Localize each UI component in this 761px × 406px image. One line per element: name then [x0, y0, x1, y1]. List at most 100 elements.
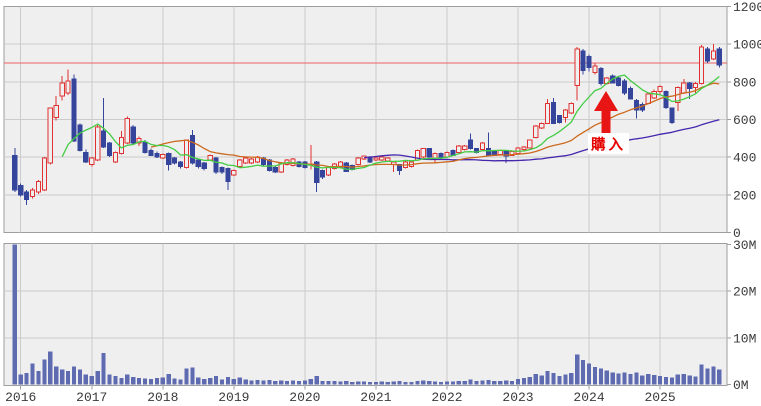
candle-body — [106, 142, 113, 156]
candle-body — [243, 157, 249, 164]
candle-body — [237, 159, 243, 168]
candle-body — [183, 139, 190, 169]
volume-bar — [415, 380, 420, 385]
volume-bar — [509, 380, 515, 385]
candle-body — [468, 139, 474, 150]
volume-bar — [462, 381, 467, 385]
volume-bar — [646, 374, 651, 385]
candle-body — [456, 145, 462, 153]
volume-bar — [391, 381, 396, 385]
candle-body — [621, 80, 628, 94]
volume-axis-labels: 0M 10M 20M 30M — [727, 238, 756, 393]
volume-tick-label: 10M — [733, 331, 756, 346]
candle-body — [693, 83, 699, 88]
volume-bar — [71, 366, 77, 385]
volume-bar — [213, 376, 219, 385]
candle-body — [598, 68, 604, 85]
candle-body — [586, 55, 592, 69]
price-tick-label: 600 — [733, 113, 756, 128]
volume-tick-label: 30M — [733, 238, 756, 253]
candle-body — [325, 167, 332, 176]
volume-bar — [148, 378, 154, 385]
volume-bar — [581, 360, 586, 385]
volume-bar — [249, 380, 254, 385]
price-axis-labels: 0 200 400 600 800 1000 1200 — [727, 0, 761, 241]
volume-bar — [350, 382, 355, 385]
volume-bar — [166, 374, 171, 385]
candle-body — [41, 157, 47, 191]
candle-body — [426, 148, 432, 158]
volume-bar — [669, 377, 675, 385]
candle-body — [35, 181, 42, 193]
volume-bar — [18, 374, 23, 385]
year-label: 2025 — [644, 390, 675, 405]
candle-body — [479, 142, 486, 151]
candle-body — [485, 148, 491, 156]
volume-bar — [397, 381, 402, 385]
volume-bar — [12, 244, 17, 385]
volume-bar — [326, 381, 331, 385]
volume-bar — [498, 380, 503, 385]
volume-bar — [60, 369, 65, 385]
candle-body — [320, 169, 326, 178]
volume-bar — [545, 370, 550, 385]
year-label: 2024 — [573, 390, 604, 405]
candle-body — [53, 104, 59, 119]
price-tick-label: 1000 — [733, 38, 761, 53]
volume-bar — [202, 378, 207, 385]
candle-body — [379, 156, 385, 161]
candle-body — [272, 167, 278, 173]
candle-body — [195, 159, 201, 168]
volume-bar — [717, 369, 722, 385]
candle-body — [687, 82, 693, 89]
candle-body — [24, 191, 30, 201]
volume-bar — [492, 381, 497, 385]
candle-body — [112, 151, 119, 163]
volume-bar — [107, 374, 112, 385]
volume-bar — [125, 374, 130, 385]
candle-body — [539, 122, 545, 129]
candle-body — [633, 100, 639, 111]
candle-body — [124, 118, 130, 144]
candle-body — [645, 93, 651, 104]
candle-body — [83, 151, 89, 163]
year-label: 2018 — [147, 390, 178, 405]
volume-bar — [634, 372, 639, 385]
volume-bar — [154, 377, 159, 385]
candle-body — [556, 115, 563, 123]
candle-body — [166, 152, 172, 166]
volume-bar — [338, 381, 343, 385]
candle-body — [148, 150, 154, 156]
year-label: 2021 — [360, 390, 391, 405]
candle-body — [95, 126, 101, 161]
candle-body — [160, 153, 166, 159]
volume-bar — [681, 374, 686, 385]
year-label: 2019 — [218, 390, 249, 405]
volume-bar — [557, 376, 562, 385]
volume-bar — [622, 372, 627, 385]
volume-bar — [569, 372, 574, 385]
candle-body — [18, 184, 24, 196]
volume-bar — [24, 372, 29, 385]
candle-body — [314, 161, 320, 184]
volume-bar — [261, 380, 266, 385]
volume-bar — [640, 375, 645, 385]
volume-bar — [137, 377, 142, 385]
volume-bar — [190, 367, 195, 385]
volume-bar — [421, 380, 426, 385]
ma-line-short-term — [61, 74, 720, 171]
volume-bar — [361, 381, 367, 385]
volume-bar — [332, 381, 337, 385]
candle-body — [462, 145, 468, 151]
candle-body — [616, 77, 622, 87]
volume-bar — [711, 366, 716, 385]
candle-body — [432, 152, 438, 159]
volume-bar — [83, 374, 88, 385]
candle-body — [177, 161, 184, 168]
volume-bar — [379, 381, 384, 385]
volume-bar — [385, 382, 390, 385]
volume-bar — [296, 380, 302, 385]
candle-body — [231, 169, 237, 176]
candle-body — [663, 90, 669, 108]
